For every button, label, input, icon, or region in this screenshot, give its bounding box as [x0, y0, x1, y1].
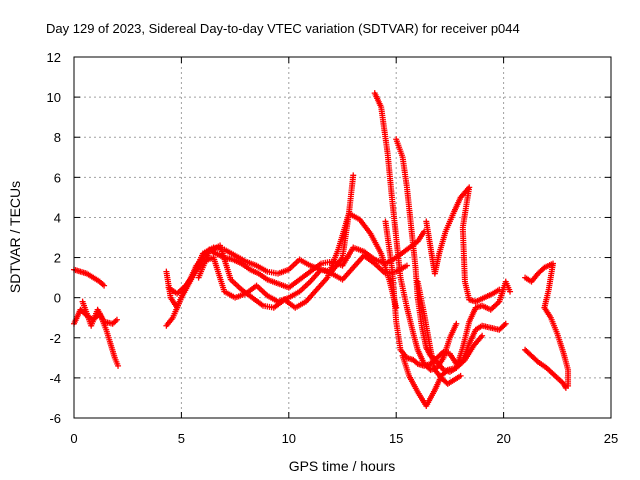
- data-point: [453, 320, 460, 327]
- y-tick-label: 0: [54, 291, 61, 306]
- y-tick-label: 2: [54, 251, 61, 266]
- data-point: [562, 384, 569, 391]
- chart-title: Day 129 of 2023, Sidereal Day-to-day VTE…: [46, 21, 520, 36]
- y-tick-label: 8: [54, 130, 61, 145]
- data-point: [507, 288, 514, 295]
- data-point: [540, 265, 547, 272]
- x-tick-label: 0: [70, 431, 77, 446]
- data-point: [350, 172, 357, 179]
- marks-layer: [71, 90, 572, 409]
- series-track-l: [414, 278, 464, 387]
- y-axis-label: SDTVAR / TECUs: [7, 181, 23, 293]
- tick-layer: 0 5 10 15 20 25 -6 -4 -2 0 2 4 6 8 10 12: [47, 50, 619, 446]
- y-tick-label: -4: [49, 371, 61, 386]
- x-tick-label: 15: [389, 431, 403, 446]
- series-track-o: [522, 260, 572, 389]
- data-point: [115, 362, 122, 369]
- data-point: [403, 262, 410, 269]
- x-tick-label: 5: [178, 431, 185, 446]
- data-point: [443, 368, 450, 375]
- y-tick-label: -2: [49, 331, 61, 346]
- series-track-m: [423, 184, 503, 305]
- series-track-c: [79, 298, 120, 329]
- y-tick-label: 10: [47, 90, 61, 105]
- data-point: [393, 304, 400, 311]
- y-tick-label: 4: [54, 210, 61, 225]
- y-tick-label: -6: [49, 411, 61, 426]
- series-track-f: [165, 252, 410, 305]
- data-point: [457, 372, 464, 379]
- series-track-n: [498, 278, 514, 299]
- series-track-p: [522, 346, 569, 391]
- data-point: [562, 383, 569, 390]
- x-axis-label: GPS time / hours: [289, 458, 396, 474]
- data-point: [113, 316, 120, 323]
- y-tick-label: 6: [54, 170, 61, 185]
- x-tick-label: 10: [282, 431, 296, 446]
- series-track-j: [382, 218, 509, 369]
- series-track-k: [399, 332, 486, 409]
- plot-frame: [73, 56, 612, 419]
- data-point: [479, 332, 486, 339]
- data-point: [533, 357, 540, 364]
- y-tick-label: 12: [47, 50, 61, 65]
- data-point: [101, 282, 108, 289]
- data-point: [501, 321, 508, 328]
- x-tick-label: 25: [604, 431, 618, 446]
- data-point: [502, 320, 509, 327]
- series-track-a: [71, 266, 108, 289]
- x-tick-label: 20: [496, 431, 510, 446]
- series-track-h: [371, 90, 460, 373]
